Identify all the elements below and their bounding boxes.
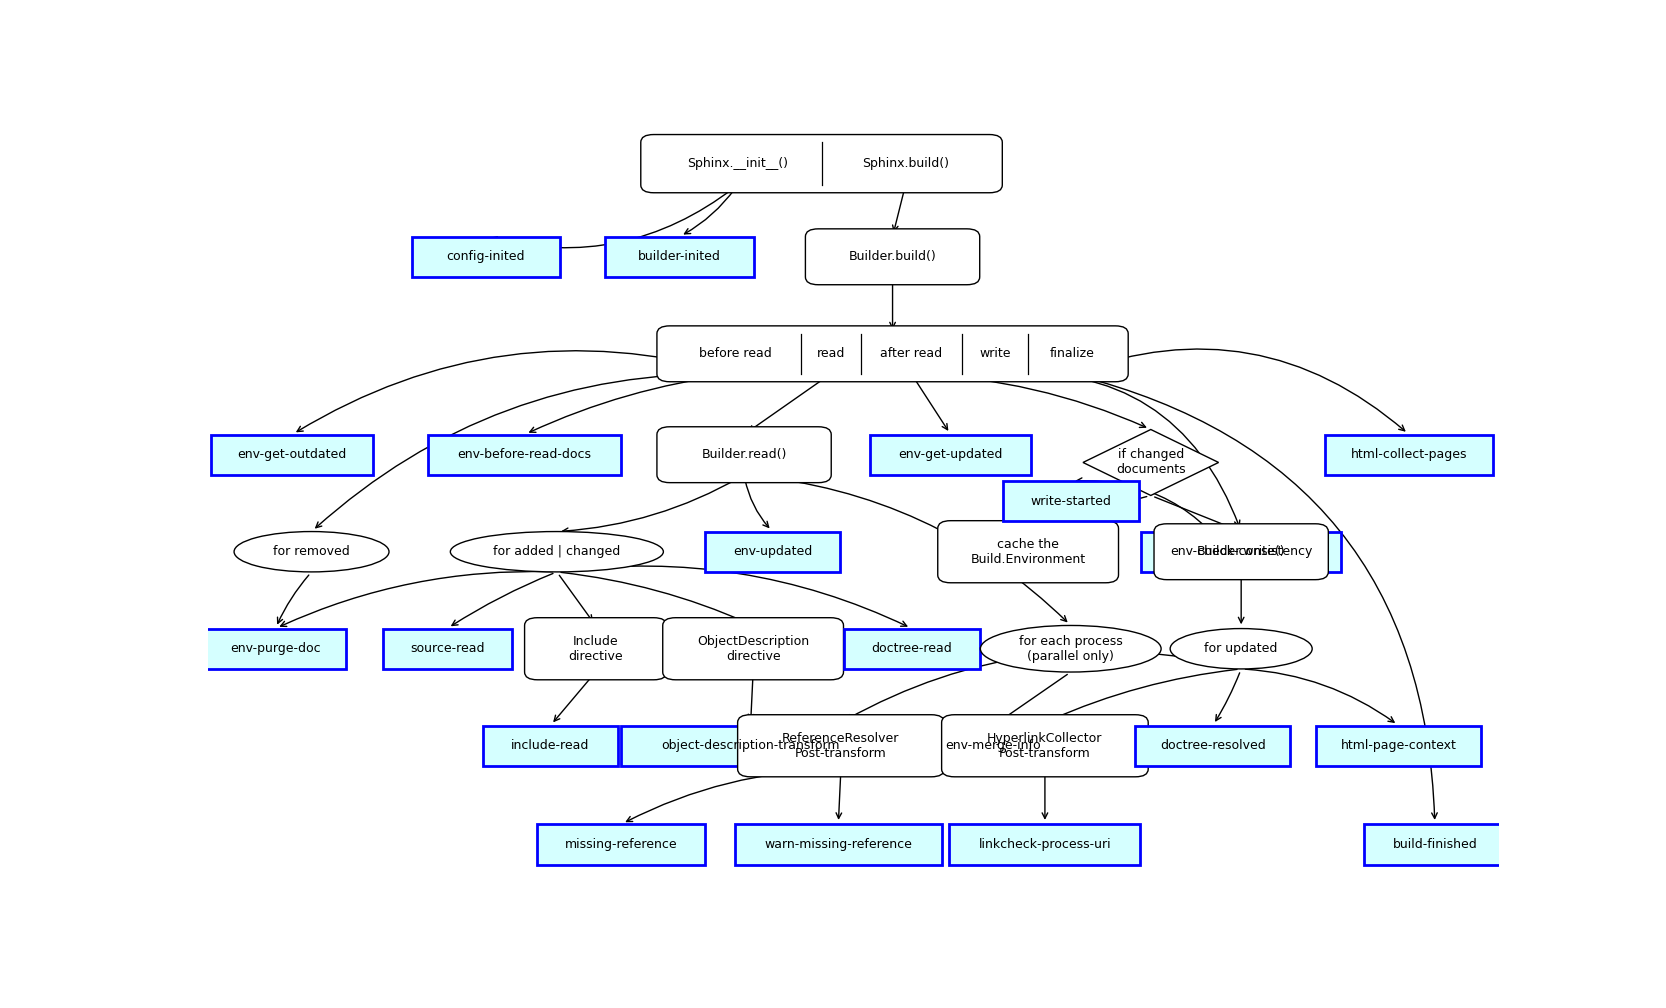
Text: after read: after read [880,348,943,360]
Text: Builder.write(): Builder.write() [1196,545,1286,558]
Text: ReferenceResolver
Post-transform: ReferenceResolver Post-transform [783,732,900,760]
Text: for each process
(parallel only): for each process (parallel only) [1020,635,1123,662]
Polygon shape [1083,429,1218,496]
FancyBboxPatch shape [538,825,705,865]
FancyBboxPatch shape [845,629,980,669]
Ellipse shape [233,531,388,572]
FancyBboxPatch shape [938,521,1118,583]
Text: write-started: write-started [1030,495,1111,508]
FancyBboxPatch shape [212,434,373,475]
Text: before read: before read [698,348,771,360]
Text: builder-inited: builder-inited [638,250,721,263]
FancyBboxPatch shape [663,618,843,679]
Text: config-inited: config-inited [446,250,525,263]
FancyBboxPatch shape [483,726,618,766]
Text: cache the
Build.Environment: cache the Build.Environment [971,537,1086,565]
Text: env-merge-info: env-merge-info [946,739,1041,752]
FancyBboxPatch shape [1316,726,1481,766]
FancyBboxPatch shape [428,434,621,475]
FancyBboxPatch shape [870,434,1031,475]
FancyBboxPatch shape [1141,531,1341,572]
FancyBboxPatch shape [656,426,831,483]
Text: env-get-outdated: env-get-outdated [238,449,347,462]
Text: for added | changed: for added | changed [493,545,620,558]
Text: doctree-read: doctree-read [871,642,953,655]
Ellipse shape [450,531,663,572]
FancyBboxPatch shape [205,629,347,669]
FancyBboxPatch shape [920,726,1068,766]
Text: Include
directive: Include directive [568,635,623,662]
Text: write: write [980,348,1011,360]
FancyBboxPatch shape [735,825,941,865]
FancyBboxPatch shape [1155,524,1328,580]
FancyBboxPatch shape [1324,434,1493,475]
Text: for removed: for removed [273,545,350,558]
Text: env-updated: env-updated [733,545,811,558]
FancyBboxPatch shape [738,715,945,777]
Text: html-page-context: html-page-context [1341,739,1456,752]
Text: source-read: source-read [410,642,485,655]
Text: env-check-consistency: env-check-consistency [1170,545,1313,558]
Text: finalize: finalize [1050,348,1095,360]
Text: include-read: include-read [511,739,590,752]
FancyBboxPatch shape [656,326,1128,382]
Text: env-get-updated: env-get-updated [898,449,1003,462]
Text: build-finished: build-finished [1393,838,1478,851]
Text: ObjectDescription
directive: ObjectDescription directive [696,635,810,662]
FancyBboxPatch shape [412,237,560,277]
FancyBboxPatch shape [941,715,1148,777]
Text: warn-missing-reference: warn-missing-reference [765,838,913,851]
Text: html-collect-pages: html-collect-pages [1351,449,1468,462]
FancyBboxPatch shape [621,726,880,766]
FancyBboxPatch shape [525,618,666,679]
FancyBboxPatch shape [605,237,753,277]
FancyBboxPatch shape [805,229,980,284]
Text: HyperlinkCollector
Post-transform: HyperlinkCollector Post-transform [988,732,1103,760]
Text: missing-reference: missing-reference [565,838,678,851]
Text: object-description-transform: object-description-transform [661,739,840,752]
FancyBboxPatch shape [1364,825,1506,865]
Text: Sphinx.build(): Sphinx.build() [861,157,950,170]
Text: doctree-resolved: doctree-resolved [1160,739,1266,752]
FancyBboxPatch shape [1135,726,1289,766]
Ellipse shape [980,625,1161,672]
FancyBboxPatch shape [1003,481,1138,521]
FancyBboxPatch shape [641,134,1003,193]
Text: linkcheck-process-uri: linkcheck-process-uri [978,838,1111,851]
FancyBboxPatch shape [705,531,840,572]
Text: read: read [816,348,845,360]
Ellipse shape [1170,629,1313,669]
Text: env-before-read-docs: env-before-read-docs [458,449,591,462]
Text: Builder.read(): Builder.read() [701,449,786,462]
FancyBboxPatch shape [383,629,511,669]
Text: env-purge-doc: env-purge-doc [230,642,320,655]
Text: if changed
documents: if changed documents [1116,449,1186,477]
Text: Sphinx.__init__(): Sphinx.__init__() [686,157,788,170]
Text: Builder.build(): Builder.build() [848,250,936,263]
Text: for updated: for updated [1205,642,1278,655]
FancyBboxPatch shape [950,825,1141,865]
